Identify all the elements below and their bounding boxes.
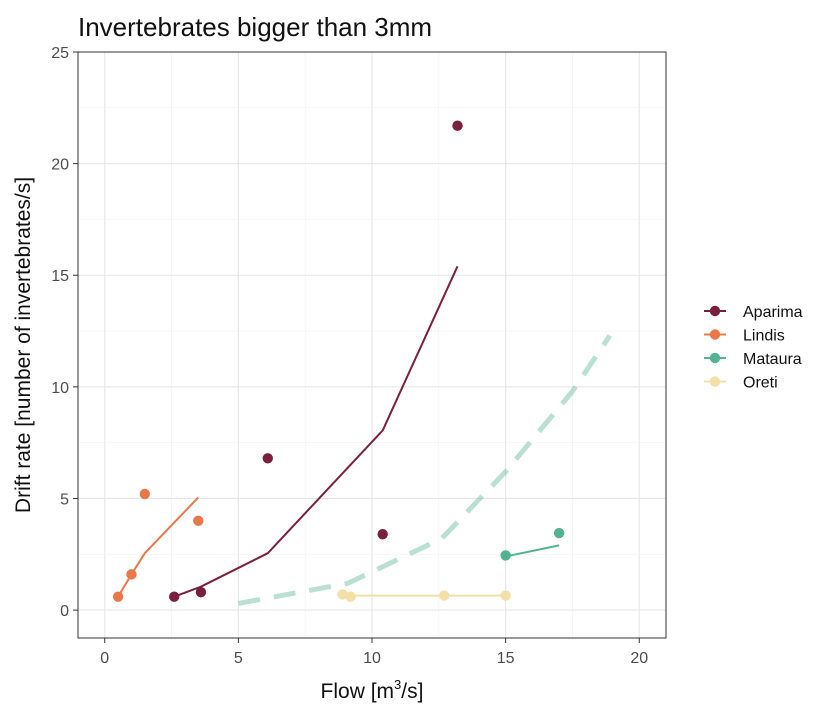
mataura-fit-line-dashed xyxy=(237,334,612,606)
aparima-fit-line xyxy=(173,265,459,598)
lindis-point xyxy=(139,488,151,500)
legend-label-oreti: Oreti xyxy=(743,375,778,392)
oreti-point xyxy=(337,589,348,600)
legend-label-aparima: Aparima xyxy=(743,304,803,321)
x-tick-label: 5 xyxy=(234,650,243,667)
y-tick-label: 15 xyxy=(51,268,69,285)
y-tick-label: 20 xyxy=(51,157,69,174)
legend-key-point-lindis xyxy=(709,329,721,340)
aparima-point xyxy=(452,120,463,131)
mataura-point xyxy=(500,550,511,561)
y-tick-label: 10 xyxy=(51,380,69,397)
mataura-fit-line xyxy=(505,544,560,558)
lindis-point xyxy=(126,569,137,580)
chart-title: Invertebrates bigger than 3mm xyxy=(78,12,432,42)
aparima-point xyxy=(195,587,207,598)
legend-key-point-aparima xyxy=(709,305,721,317)
x-tick-label: 0 xyxy=(100,650,109,667)
legend-label-lindis: Lindis xyxy=(743,328,785,345)
aparima-point xyxy=(169,591,180,602)
x-tick-label: 10 xyxy=(363,650,381,667)
x-tick-label: 20 xyxy=(630,650,648,667)
mataura-point xyxy=(553,527,565,539)
legend-key-point-oreti xyxy=(709,376,721,387)
lindis-point xyxy=(112,591,124,602)
legend-key-point-mataura xyxy=(709,352,721,364)
x-tick-label: 15 xyxy=(497,650,515,667)
x-axis-title: Flow [m3/s] xyxy=(321,677,424,703)
aparima-point xyxy=(377,528,388,540)
x-axis-title-superscript: 3 xyxy=(394,677,401,692)
x-axis-title-main: Flow [m xyxy=(321,680,395,703)
y-axis-title: Drift rate [number of invertebrates/s] xyxy=(12,177,35,513)
aparima-point xyxy=(262,453,273,464)
legend: Aparima Lindis Mataura Oreti xyxy=(704,304,803,392)
legend-label-mataura: Mataura xyxy=(743,351,802,368)
lindis-fit-line xyxy=(117,496,200,598)
y-tick-label: 25 xyxy=(51,45,69,62)
axis-ticks: 0 5 10 15 20 0 5 10 15 20 25 xyxy=(51,45,648,667)
lindis-point xyxy=(193,515,204,526)
y-tick-label: 0 xyxy=(60,603,69,620)
y-tick-label: 5 xyxy=(60,491,69,508)
chart-marks xyxy=(112,120,612,606)
oreti-point xyxy=(500,590,511,601)
oreti-point xyxy=(438,590,450,601)
x-axis-title-tail: /s] xyxy=(401,680,423,703)
oreti-point xyxy=(345,591,356,602)
